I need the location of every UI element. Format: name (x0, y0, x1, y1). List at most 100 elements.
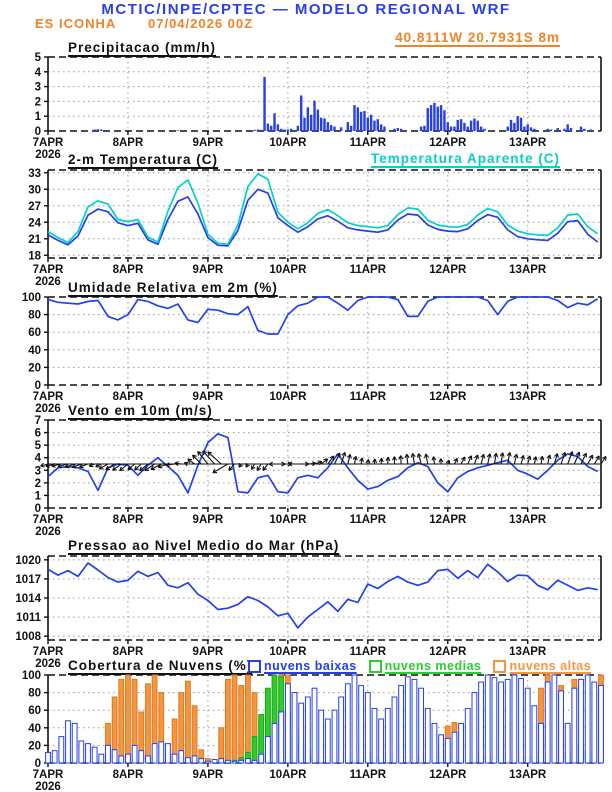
precip-bar (269, 125, 273, 131)
wind-arrow (431, 456, 437, 465)
data-line (47, 562, 598, 629)
wind-arrow (139, 463, 149, 472)
cloud-bar-baixas (65, 720, 71, 764)
tick-label: 13APR (509, 646, 547, 658)
panel-title-clouds: Cobertura de Nuvens (%) (68, 658, 253, 673)
tick-label: 2026 (35, 658, 61, 670)
precip-bar (546, 128, 549, 131)
precip-bar (296, 125, 300, 131)
wind-arrow (228, 463, 235, 471)
cloud-bar-baixas (318, 709, 325, 764)
cloud-bar-baixas (98, 753, 105, 764)
tick-label: 9APR (193, 137, 224, 149)
precip-bar (93, 129, 96, 131)
wind-arrow (314, 460, 323, 466)
precip-bar (256, 129, 260, 131)
cloud-bar-baixas (105, 744, 111, 764)
tick-label: 8APR (113, 646, 144, 658)
cloud-bar-baixas (131, 744, 138, 764)
tick-label: 7APR (33, 137, 64, 149)
wind-arrow (359, 457, 365, 465)
precip-bar (373, 120, 376, 131)
tick-label: 8APR (113, 769, 144, 781)
legend-item-high-clouds: nuvens altas (493, 659, 591, 673)
apparent-temperature-label: Temperatura Aparente (C) (370, 151, 560, 166)
cloud-bar-baixas (404, 676, 411, 764)
precip-bar (529, 127, 533, 131)
wind-arrow (467, 455, 473, 465)
wind-arrow (513, 453, 519, 465)
precip-bar (469, 120, 473, 131)
tick-label: 13APR (509, 264, 547, 276)
tick-label: 3 (35, 82, 41, 94)
cloud-bar-baixas (51, 750, 58, 764)
cloud-bar-baixas (311, 687, 318, 764)
tick-label: 13APR (509, 769, 547, 781)
tick-label: 8APR (113, 137, 144, 149)
wind-arrow (593, 455, 600, 465)
cloud-bar-baixas (224, 759, 231, 764)
precip-bar (353, 105, 356, 131)
wind-arrow (281, 461, 286, 467)
tick-label: 8APR (113, 514, 144, 526)
cloud-bar-baixas (338, 696, 345, 764)
wind-arrow (262, 463, 269, 471)
cloud-bar-baixas (278, 711, 285, 764)
cloud-bar-baixas (291, 692, 298, 764)
cloud-bar-baixas (178, 750, 185, 764)
station-coordinates-label: 40.8111W 20.7931S 8m (395, 30, 560, 45)
high-clouds-swatch-icon (493, 659, 507, 673)
wind-arrow (184, 461, 189, 467)
tick-label: 12APR (429, 646, 467, 658)
cloud-bar-baixas (171, 753, 178, 764)
cloud-bar-altas (231, 674, 238, 764)
precip-bar (443, 110, 446, 131)
tick-label: 4 (35, 453, 42, 465)
precip-bar (329, 125, 333, 131)
precip-bar (399, 128, 403, 131)
cloud-bar-baixas (71, 722, 78, 764)
precip-bar (333, 126, 336, 131)
wind-arrow (486, 453, 492, 465)
tick-label: 0 (35, 758, 41, 770)
precip-bar (439, 105, 443, 131)
precip-bar (509, 119, 513, 131)
precip-bar (359, 111, 363, 131)
cloud-bar-altas (238, 685, 245, 764)
cloud-bar-baixas (218, 758, 225, 764)
precip-bar (366, 117, 370, 131)
tick-label: 3 (35, 465, 41, 477)
precip-bar (279, 128, 283, 131)
wind-arrow (526, 455, 532, 465)
tick-label: 1011 (16, 612, 42, 624)
tick-label: 7 (35, 415, 41, 427)
precip-bar (513, 122, 516, 131)
cloud-bar-baixas (298, 702, 305, 764)
precip-bar (563, 128, 566, 131)
data-line (47, 173, 599, 246)
wind-arrow (560, 451, 567, 465)
wind-arrow (346, 454, 352, 465)
precip-bar (429, 105, 433, 131)
legend-label: nuvens medias (384, 659, 482, 673)
wind-arrow (268, 461, 275, 467)
precip-bar (260, 129, 263, 131)
wind-arrow (40, 462, 49, 468)
cloud-bar-baixas (58, 736, 65, 764)
tick-label: 10APR (269, 391, 307, 403)
precip-bar (433, 102, 436, 131)
tick-label: 80 (28, 688, 41, 700)
precip-bar (383, 126, 386, 131)
cloud-bar-baixas (418, 687, 425, 764)
legend-item-mid-clouds: nuvens medias (368, 659, 482, 673)
wind-arrow (256, 463, 262, 471)
tick-label: 27 (28, 201, 41, 213)
tick-label: 4 (35, 67, 42, 79)
cloud-bar-baixas (111, 749, 118, 764)
wind-arrow (88, 462, 95, 468)
cloud-bar-baixas (538, 722, 544, 764)
cloud-bar-baixas (504, 678, 511, 764)
cloud-bar-baixas (384, 707, 391, 764)
